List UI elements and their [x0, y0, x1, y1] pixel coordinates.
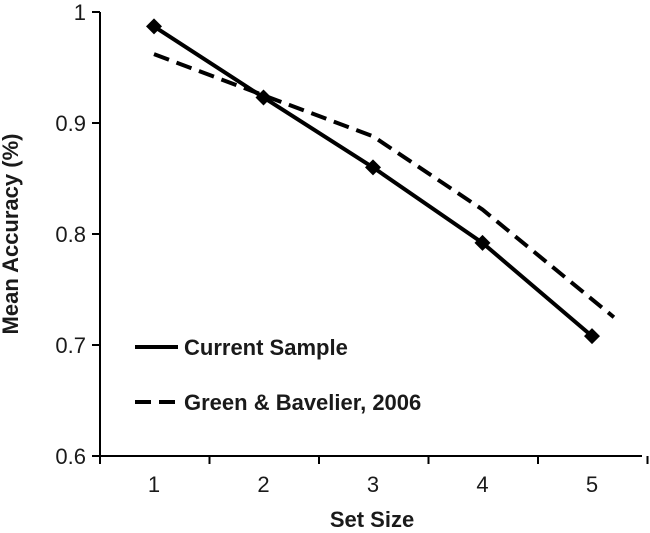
- series-line-current-sample: [152, 24, 594, 338]
- data-point-marker: [365, 159, 381, 176]
- x-tick-label: 2: [257, 472, 269, 497]
- legend-label-current-sample: Current Sample: [184, 335, 348, 360]
- legend: Current Sample Green & Bavelier, 2006: [135, 335, 421, 415]
- plot-area: 0.6 0.7 0.8 0.9 1 1 2 3 4 5: [55, 0, 649, 497]
- data-point-marker: [584, 328, 600, 345]
- y-axis-ticks: 0.6 0.7 0.8 0.9 1: [55, 0, 100, 469]
- x-tick-label: 5: [586, 472, 598, 497]
- data-point-marker: [474, 234, 491, 251]
- series-layer: [146, 18, 616, 345]
- y-tick-label: 0.6: [55, 444, 86, 469]
- x-tick-label: 1: [148, 472, 160, 497]
- y-tick-label: 0.7: [55, 333, 86, 358]
- x-tick-label: 3: [367, 472, 379, 497]
- x-axis-ticks: 1 2 3 4 5: [99, 456, 649, 497]
- y-tick-label: 0.9: [55, 111, 86, 136]
- x-axis-title: Set Size: [330, 507, 414, 532]
- y-tick-label: 1: [74, 0, 86, 25]
- data-point-marker: [255, 89, 272, 106]
- series-line-green-bavelier: [153, 52, 616, 319]
- x-tick-label: 4: [476, 472, 488, 497]
- legend-label-green-bavelier: Green & Bavelier, 2006: [184, 390, 421, 415]
- data-point-marker: [146, 18, 162, 35]
- y-tick-label: 0.8: [55, 222, 86, 247]
- y-axis-title: Mean Accuracy (%): [0, 134, 23, 335]
